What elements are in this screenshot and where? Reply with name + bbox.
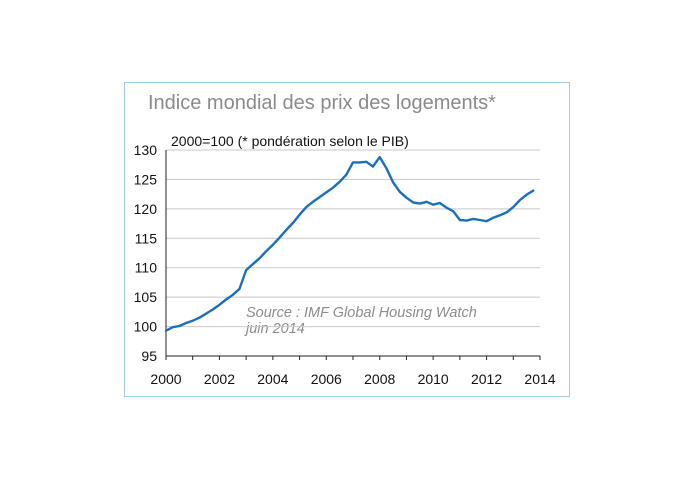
y-tick-label: 120	[134, 201, 158, 217]
x-tick-label: 2012	[471, 371, 502, 387]
y-tick-label: 105	[134, 289, 158, 305]
y-tick-label: 100	[134, 319, 158, 335]
chart-subtitle: 2000=100 (* pondération selon le PIB)	[171, 133, 409, 149]
x-tick-label: 2002	[204, 371, 235, 387]
series-line	[164, 155, 535, 332]
y-tick-label: 125	[134, 171, 158, 187]
x-tick-label: 2010	[418, 371, 449, 387]
x-tick-label: 2008	[364, 371, 395, 387]
x-tick-label: 2000	[150, 371, 181, 387]
y-tick-label: 95	[141, 348, 157, 364]
series-group	[164, 155, 535, 332]
y-tick-label: 115	[135, 230, 158, 246]
chart-title: Indice mondial des prix des logements*	[148, 92, 496, 114]
axes	[165, 150, 541, 360]
chart-frame	[124, 82, 570, 397]
source-line-1: Source : IMF Global Housing Watch	[246, 305, 477, 321]
y-tick-label: 110	[135, 260, 158, 276]
x-tick-label: 2014	[524, 371, 555, 387]
y-axis-ticks: 95 100 105 110 115 120 125 130	[134, 142, 158, 364]
y-tick-label: 130	[134, 142, 158, 158]
x-tick-label: 2006	[311, 371, 342, 387]
x-axis-ticks: 2000 2002 2004 2006 2008 2010 2012 2014	[150, 371, 555, 387]
source-line-2: juin 2014	[246, 321, 305, 337]
gridlines	[166, 149, 540, 328]
x-tick-label: 2004	[257, 371, 288, 387]
source-note: Source : IMF Global Housing Watch juin 2…	[246, 305, 477, 337]
